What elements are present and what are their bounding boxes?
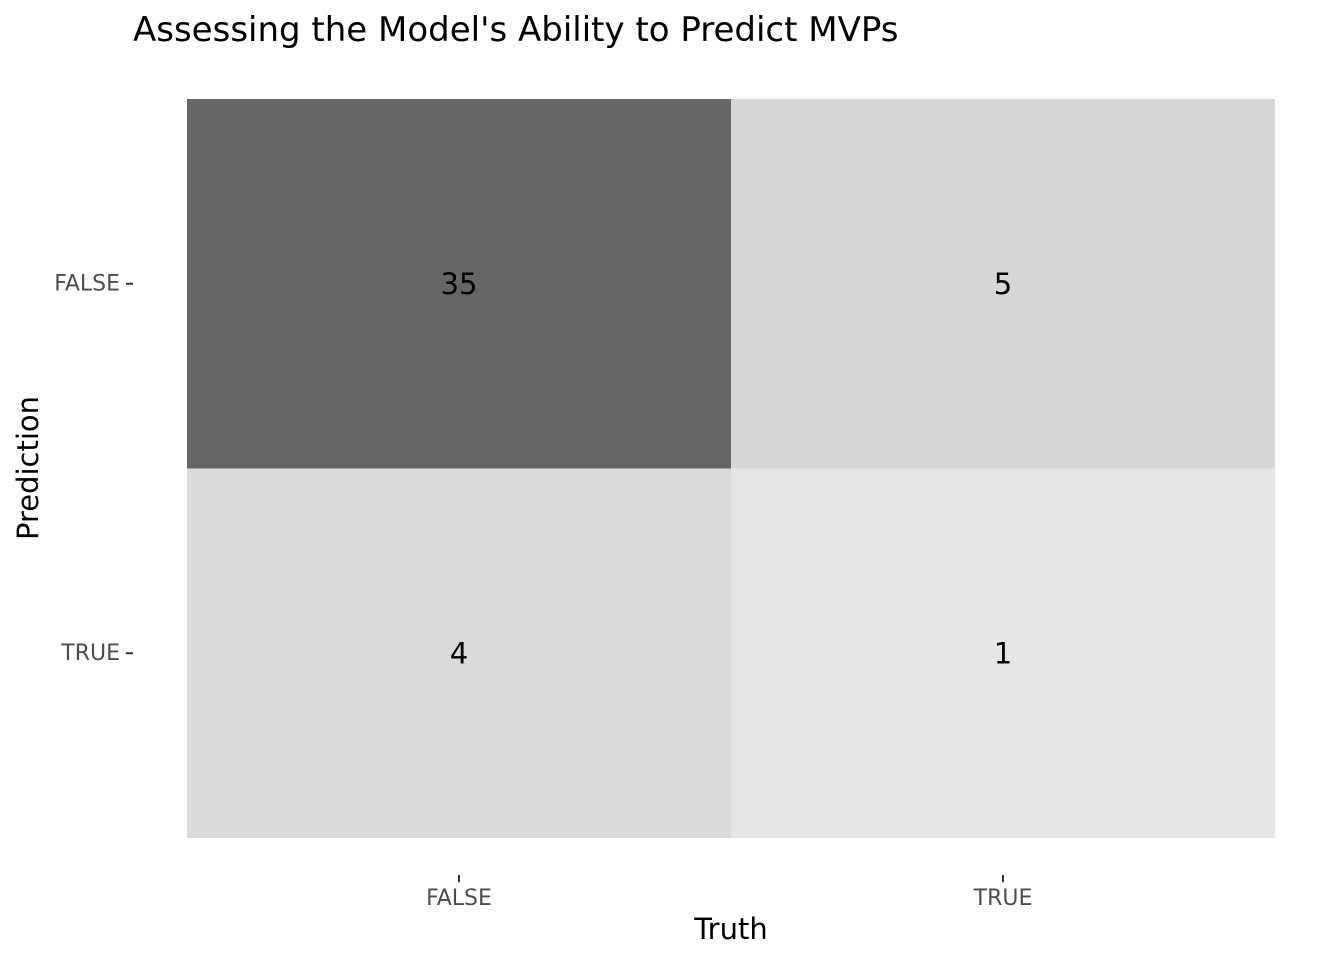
y-axis-title: Prediction [11, 396, 45, 540]
cell-value-label: 5 [994, 267, 1012, 301]
x-tick-label: TRUE [973, 886, 1033, 911]
y-tick-label: FALSE [54, 271, 120, 296]
heatmap-cell-truth-false-prediction-true [187, 468, 731, 838]
heatmap-cell-truth-true-prediction-false [731, 99, 1275, 469]
heatmap-cells [187, 99, 1275, 838]
heatmap-cell-truth-true-prediction-true [731, 468, 1275, 838]
y-axis-ticks: FALSE TRUE [54, 271, 133, 666]
cell-value-labels: 35 5 4 1 [441, 267, 1013, 671]
cell-value-label: 4 [450, 636, 468, 670]
x-axis-ticks: FALSE TRUE [426, 875, 1032, 911]
x-axis-title: Truth [693, 912, 768, 946]
chart-title: Assessing the Model's Ability to Predict… [133, 10, 898, 50]
cell-value-label: 1 [994, 636, 1012, 670]
cell-value-label: 35 [441, 267, 478, 301]
heatmap-cell-truth-false-prediction-false [187, 99, 731, 469]
x-tick-label: FALSE [426, 886, 492, 911]
y-tick-label: TRUE [60, 641, 120, 666]
